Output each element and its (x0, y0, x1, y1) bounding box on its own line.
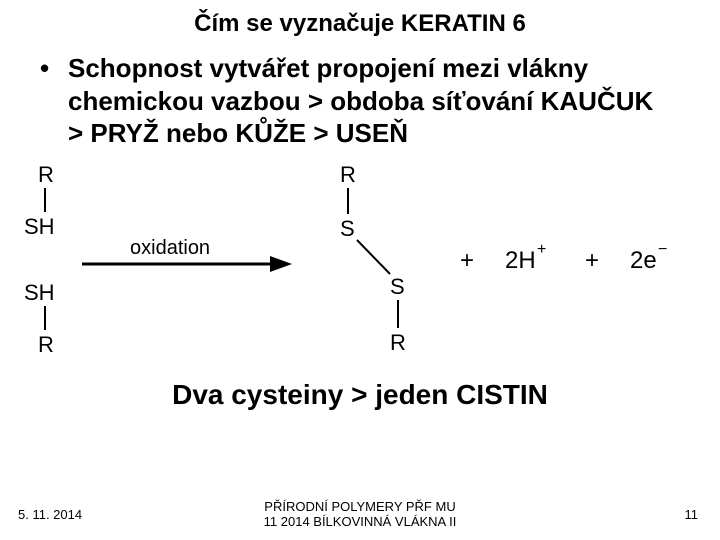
reaction-diagram: R SH SH R oxidation R S S R + 2H + + 2e … (0, 150, 720, 371)
right-s2: S (390, 274, 405, 299)
footer-center-line1: PŘÍRODNÍ POLYMERY PŘF MU (0, 499, 720, 515)
slide-footer: 5. 11. 2014 PŘÍRODNÍ POLYMERY PŘF MU 11 … (0, 499, 720, 530)
left-top-r: R (38, 162, 54, 187)
bullet-mark: • (40, 52, 68, 150)
bullet-item: • Schopnost vytvářet propojení mezi vlák… (0, 52, 720, 150)
left-bottom-r: R (38, 332, 54, 357)
bond-line (357, 240, 390, 274)
slide-title: Čím se vyznačuje KERATIN 6 (0, 0, 720, 52)
footer-center-line2: 11 2014 BÍLKOVINNÁ VLÁKNA II (0, 514, 720, 530)
footer-date: 5. 11. 2014 (18, 507, 82, 522)
right-r2: R (390, 330, 406, 355)
eminus-sup: − (658, 241, 667, 258)
slide-subtitle: Dva cysteiny > jeden CISTIN (0, 379, 720, 411)
eminus: 2e (630, 247, 657, 274)
footer-page-number: 11 (685, 507, 699, 522)
plus-2: + (585, 247, 599, 274)
hplus-sup: + (537, 241, 546, 258)
plus-1: + (460, 247, 474, 274)
hplus: 2H (505, 247, 536, 274)
left-bottom-sh: SH (24, 280, 55, 305)
footer-center: PŘÍRODNÍ POLYMERY PŘF MU 11 2014 BÍLKOVI… (0, 499, 720, 530)
right-s1: S (340, 216, 355, 241)
arrow-head (270, 256, 292, 272)
arrow-label: oxidation (130, 237, 210, 259)
reaction-svg: R SH SH R oxidation R S S R + 2H + + 2e … (10, 156, 710, 366)
bullet-text: Schopnost vytvářet propojení mezi vlákny… (68, 52, 670, 150)
left-top-sh: SH (24, 214, 55, 239)
right-r1: R (340, 162, 356, 187)
